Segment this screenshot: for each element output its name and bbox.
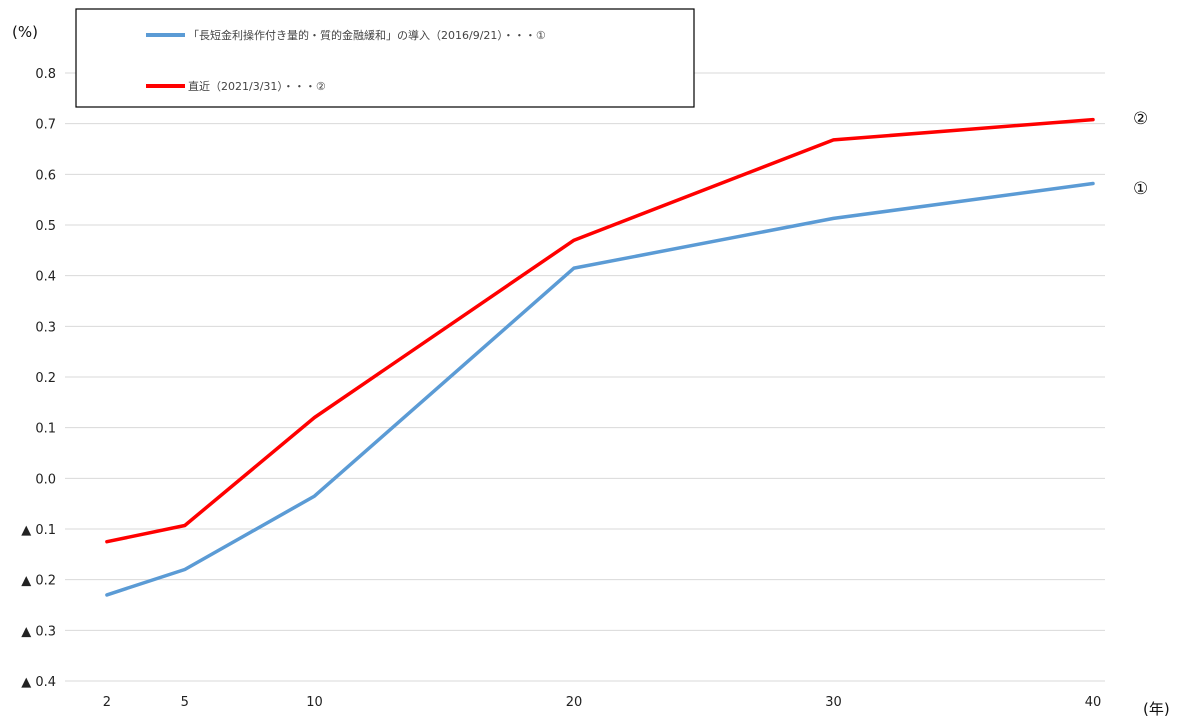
x-tick-label: 5 — [181, 695, 189, 710]
y-tick-label: 0.6 — [35, 168, 56, 183]
series-2-end-label: ② — [1133, 109, 1148, 129]
y-tick-label: 0.1 — [35, 422, 56, 437]
x-axis-ticks: 2 5 10 20 30 40 — [103, 695, 1102, 710]
x-tick-label: 30 — [825, 695, 842, 710]
y-tick-label: ▲ 0.2 — [21, 574, 56, 589]
x-axis-unit-label: (年) — [1143, 700, 1170, 718]
x-tick-label: 2 — [103, 695, 111, 710]
gridlines — [65, 72, 1105, 682]
y-tick-label: ▲ 0.4 — [21, 675, 56, 690]
y-tick-label: ▲ 0.3 — [21, 624, 56, 639]
series-1-end-label: ① — [1133, 179, 1148, 199]
legend: 「長短金利操作付き量的・質的金融緩和」の導入（2016/9/21）・・・① 直近… — [75, 8, 695, 108]
x-tick-label: 10 — [306, 695, 323, 710]
y-tick-label: 0.8 — [35, 67, 56, 82]
series-line-2 — [105, 117, 1095, 544]
series-lines — [105, 117, 1095, 597]
legend-box — [75, 8, 695, 108]
y-tick-label: 0.5 — [35, 219, 56, 234]
series-line-1 — [105, 181, 1095, 597]
y-tick-label: 0.0 — [35, 472, 56, 487]
y-axis-ticks: 0.8 0.7 0.6 0.5 0.4 0.3 0.2 0.1 0.0 ▲ 0.1 ▲ 0.2 ▲ 0… — [21, 67, 56, 690]
x-tick-label: 40 — [1085, 695, 1102, 710]
y-tick-label: ▲ 0.1 — [21, 523, 56, 538]
y-axis-unit-label: (%) — [12, 23, 38, 41]
y-tick-label: 0.2 — [35, 371, 56, 386]
legend-label-series-2: 直近（2021/3/31）・・・② — [188, 79, 326, 93]
x-tick-label: 20 — [566, 695, 583, 710]
y-tick-label: 0.3 — [35, 320, 56, 335]
legend-label-series-1: 「長短金利操作付き量的・質的金融緩和」の導入（2016/9/21）・・・① — [188, 28, 546, 42]
y-tick-label: 0.7 — [35, 118, 56, 133]
y-tick-label: 0.4 — [35, 270, 56, 285]
